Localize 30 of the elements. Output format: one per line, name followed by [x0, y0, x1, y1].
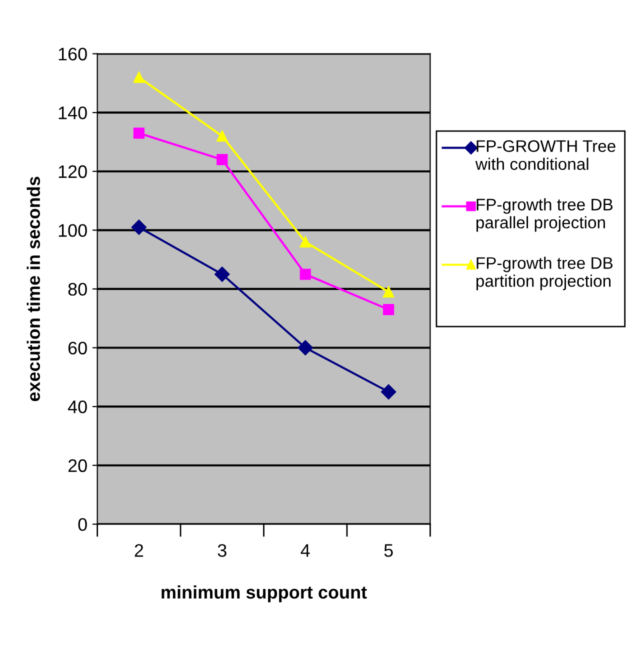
y-tick-label: 60	[68, 342, 87, 354]
point	[383, 304, 394, 316]
point	[381, 384, 396, 400]
y-tick-label: 100	[58, 224, 87, 237]
y-tick-label: 0	[78, 518, 87, 531]
y-tick-label: 160	[58, 48, 87, 60]
x-tick-label: 5	[384, 544, 393, 557]
y-tick-label: 40	[68, 400, 87, 414]
point	[300, 236, 311, 248]
legend-label: FP-growth tree DB partition projection	[476, 256, 613, 290]
x-tick-label: 2	[134, 544, 144, 557]
point	[214, 266, 230, 282]
legend-label: FP-GROWTH Tree with conditional	[475, 140, 616, 170]
y-tick-label: 140	[58, 106, 87, 120]
y-tick-label: 120	[58, 165, 87, 178]
x-tick-label: 3	[218, 544, 226, 557]
point	[383, 286, 394, 298]
point	[300, 268, 311, 280]
point	[131, 220, 147, 235]
point	[133, 128, 144, 139]
point	[216, 130, 228, 142]
x-axis-title: minimum support count	[162, 585, 367, 602]
point	[216, 154, 228, 166]
y-tick-label: 20	[68, 459, 87, 472]
y-tick-label: 80	[68, 282, 87, 296]
x-tick-label: 4	[300, 544, 310, 557]
legend-label: FP-growth tree DB parallel projection	[476, 198, 613, 232]
point	[133, 72, 144, 83]
point	[298, 340, 313, 356]
y-axis-title: execution time in seconds	[26, 176, 40, 402]
